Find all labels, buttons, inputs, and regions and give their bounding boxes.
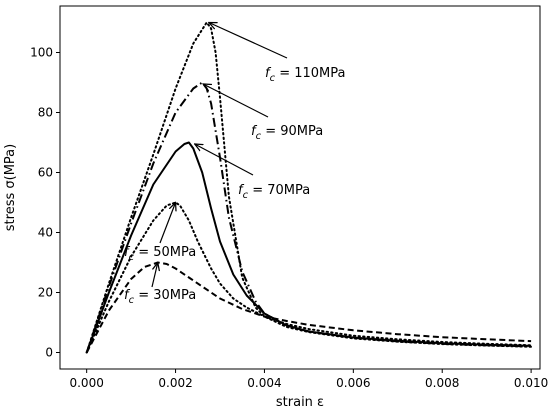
annotation-arrow-fc-50 bbox=[159, 203, 176, 244]
series-line-fc-50 bbox=[85, 201, 533, 354]
series-line-fc-90 bbox=[85, 81, 532, 353]
x-tick-label: 0.008 bbox=[425, 376, 459, 390]
y-axis-title: stress σ(MPa) bbox=[3, 144, 18, 231]
y-tick-label: 40 bbox=[38, 226, 53, 240]
annotation-subscript: c bbox=[129, 295, 135, 306]
x-axis-title: strain ε bbox=[276, 395, 324, 410]
annotation-arrow-fc-110 bbox=[209, 23, 288, 59]
x-tick-label: 0.010 bbox=[514, 376, 548, 390]
annotation-symbol: f bbox=[265, 66, 272, 81]
annotation-label-fc-50: fc = 50MPa bbox=[124, 245, 196, 263]
annotation-label-fc-110: fc = 110MPa bbox=[265, 66, 346, 84]
x-tick-label: 0.004 bbox=[247, 376, 281, 390]
annotation-value: = 90MPa bbox=[261, 124, 323, 139]
annotation-label-fc-90: fc = 90MPa bbox=[251, 124, 323, 142]
annotation-symbol: f bbox=[124, 288, 131, 303]
y-tick-label: 20 bbox=[38, 286, 53, 300]
annotation-subscript: c bbox=[256, 131, 262, 142]
annotation-label-fc-70: fc = 70MPa bbox=[238, 183, 310, 201]
y-tick-label: 60 bbox=[38, 166, 53, 180]
annotation-arrow-fc-90 bbox=[203, 84, 269, 118]
annotation-subscript: c bbox=[270, 73, 276, 84]
tick-layer: 0.000 0.002 0.004 0.006 0.008 0.010 0 20 40 60 80 1… bbox=[30, 46, 548, 391]
y-tick-label: 0 bbox=[45, 346, 53, 360]
x-tick-label: 0.000 bbox=[69, 376, 103, 390]
annotation-value: = 50MPa bbox=[134, 245, 196, 260]
annotation-symbol: f bbox=[238, 183, 245, 198]
y-tick-label: 80 bbox=[38, 106, 53, 120]
annotation-value: = 110MPa bbox=[275, 66, 345, 81]
series-line-fc-30 bbox=[85, 261, 532, 353]
x-tick-label: 0.006 bbox=[336, 376, 370, 390]
series-layer bbox=[85, 21, 533, 354]
annotation-subscript: c bbox=[129, 252, 135, 263]
series-line-fc-70 bbox=[85, 141, 532, 353]
plot-frame bbox=[59, 5, 541, 370]
annotation-value: = 30MPa bbox=[134, 288, 196, 303]
annotation-value: = 70MPa bbox=[248, 183, 310, 198]
y-tick-label: 100 bbox=[30, 46, 53, 60]
annotation-arrow-fc-70 bbox=[195, 144, 254, 176]
annotation-symbol: f bbox=[251, 124, 258, 139]
annotation-subscript: c bbox=[243, 190, 249, 201]
x-tick-label: 0.002 bbox=[158, 376, 192, 390]
annotation-arrow-fc-30 bbox=[151, 263, 158, 288]
annotation-label-fc-30: fc = 30MPa bbox=[124, 288, 196, 306]
annotation-symbol: f bbox=[124, 245, 131, 260]
